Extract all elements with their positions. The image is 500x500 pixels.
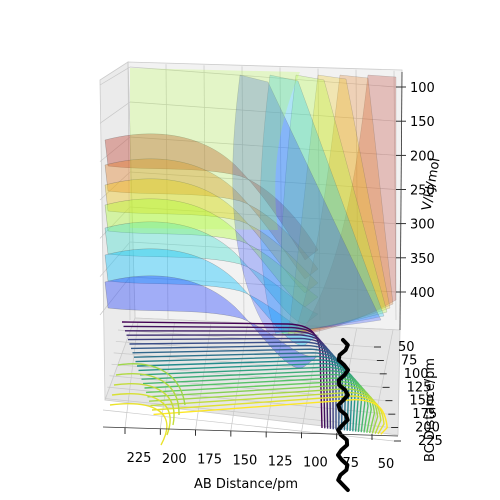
surface-wall <box>299 74 397 336</box>
x-grid-line <box>159 323 175 429</box>
contour-line <box>129 341 337 430</box>
z-tick-label: 250 <box>410 184 435 199</box>
surface-band <box>104 221 319 325</box>
x-tick-label: 50 <box>378 457 395 472</box>
z-tick-label: 150 <box>410 115 435 130</box>
z-grid-line-left <box>99 171 131 201</box>
energy-surface <box>104 68 397 368</box>
y-tick-label: 100 <box>404 367 429 382</box>
x-grid-line <box>336 328 357 434</box>
z-tick-label: 350 <box>410 252 435 267</box>
surface-band <box>104 275 319 368</box>
back-grid-line <box>203 65 207 321</box>
contour-line <box>121 321 323 429</box>
z-grid-line <box>129 101 397 122</box>
z-grid-line <box>129 66 397 88</box>
y-tick-label: 50 <box>398 340 415 355</box>
contour-line <box>153 398 388 435</box>
z-grid-line-left <box>99 101 131 124</box>
contour-line <box>113 383 175 426</box>
contour-line <box>124 330 329 429</box>
contour-line <box>123 325 326 429</box>
z-grid-line-left <box>99 276 131 316</box>
z-tick-label: 200 <box>410 149 435 164</box>
y-tick-label: 125 <box>407 380 432 395</box>
x-tick-label: 175 <box>197 453 222 468</box>
x-tick-label: 225 <box>127 451 152 466</box>
contour-line <box>141 370 363 432</box>
contour-line <box>126 334 332 429</box>
surface-band <box>104 198 319 308</box>
z-grid-line <box>129 206 397 225</box>
contour-line <box>130 344 340 430</box>
contour-line <box>139 366 360 432</box>
back-grid-line <box>317 68 321 321</box>
z-tick-label: 300 <box>410 218 435 233</box>
contour-line <box>151 395 385 435</box>
z-grid-line <box>129 136 397 156</box>
contour-line <box>150 391 382 434</box>
z-grid-line <box>129 171 397 190</box>
x-tick-label: 75 <box>342 456 359 471</box>
z-axis-line <box>399 71 403 331</box>
surface-wall <box>293 74 394 336</box>
z-tick-label: 400 <box>410 286 435 301</box>
x-tick-label: 200 <box>162 452 187 467</box>
surface-band <box>104 158 319 280</box>
reaction-trajectory <box>336 338 350 492</box>
x-tick-label: 125 <box>268 454 293 469</box>
contour-line <box>111 393 171 436</box>
contour-line <box>127 337 334 430</box>
trajectory-line <box>336 338 350 492</box>
surface-wall <box>232 74 382 336</box>
z-grid-line-left <box>99 241 131 277</box>
surface-band <box>104 178 319 294</box>
x-axis-label: AB Distance/pm <box>194 477 298 492</box>
contour-line <box>144 377 369 433</box>
x-grid-line <box>371 329 394 435</box>
z-tick-label: 100 <box>410 81 435 96</box>
surface-wall <box>287 74 391 336</box>
x-tick-label: 100 <box>303 455 328 470</box>
contour-line <box>117 363 186 406</box>
y-tick-label: 175 <box>412 407 437 422</box>
z-grid-line-left <box>99 206 131 239</box>
surface-wall <box>259 74 385 336</box>
z-grid-line <box>129 241 397 259</box>
y-tick-label: 75 <box>401 353 418 368</box>
z-grid-line-left <box>99 136 131 162</box>
contour-line <box>142 373 366 433</box>
back-grid-line <box>393 70 397 321</box>
y-tick-label: 150 <box>409 394 434 409</box>
back-grid-line <box>241 66 245 321</box>
y-grid-line <box>102 409 395 442</box>
x-tick-label: 150 <box>232 454 257 469</box>
z-axis-label: V/kJ/mol <box>420 157 444 212</box>
contour-line <box>109 403 168 446</box>
back-grid-line <box>355 69 359 321</box>
x-grid-line <box>265 326 285 432</box>
y-axis-label: BC Distance/pm <box>423 358 438 462</box>
contour-line <box>115 373 180 416</box>
y-tick-label: 200 <box>415 421 440 436</box>
back-grid-line <box>279 67 283 321</box>
back-grid-line <box>165 64 169 321</box>
surface-band <box>104 133 319 261</box>
surface-plateau <box>130 68 300 230</box>
y-tick-label: 225 <box>418 434 443 449</box>
x-axis-line <box>102 426 399 437</box>
z-grid-line-left <box>99 66 131 86</box>
axes: 225 200 175 150 125 100 75 50507510012515017520… <box>102 71 443 472</box>
surface-wall <box>280 74 388 336</box>
